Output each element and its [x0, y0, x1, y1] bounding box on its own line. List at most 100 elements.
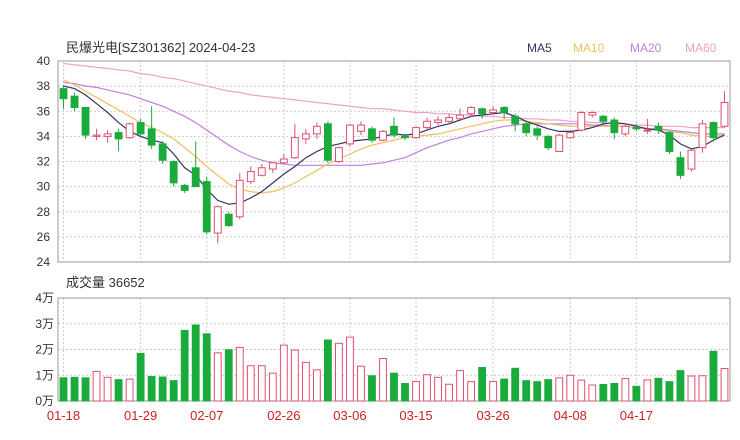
- candle: [147, 106, 156, 149]
- price-tick-label: 24: [37, 255, 51, 269]
- candle: [412, 126, 420, 139]
- volume-bar: [566, 374, 575, 402]
- candle-body: [434, 119, 442, 124]
- candle-body: [533, 128, 542, 136]
- volume-bar: [698, 375, 707, 402]
- price-tick-label: 32: [37, 155, 51, 169]
- candle-body: [511, 115, 520, 125]
- volume-bar: [621, 378, 630, 402]
- candle: [114, 128, 123, 152]
- volume-bar: [687, 375, 696, 402]
- candle: [500, 106, 509, 119]
- volume-bar: [599, 384, 608, 402]
- candle: [224, 211, 233, 227]
- candle-body: [709, 122, 718, 139]
- date-tick-label: 03-06: [333, 408, 366, 423]
- price-grid: [57, 60, 731, 263]
- candle-body: [643, 129, 652, 132]
- candle: [125, 122, 134, 139]
- candle: [357, 121, 365, 136]
- volume-bar: [401, 382, 409, 402]
- candle: [555, 133, 564, 152]
- volume-tick-label: 1万: [35, 368, 54, 382]
- candle-body: [70, 95, 79, 108]
- volume-bar: [191, 324, 200, 402]
- volume-bar: [357, 365, 365, 402]
- candle: [335, 146, 343, 163]
- candle-body: [379, 130, 387, 141]
- candle-body: [268, 162, 277, 170]
- candle: [158, 141, 167, 165]
- candle-body: [169, 161, 178, 184]
- candle-body: [257, 167, 266, 176]
- candle: [588, 111, 597, 118]
- candle-body: [92, 134, 101, 137]
- candle-body: [390, 125, 398, 136]
- candle: [621, 123, 630, 137]
- candle: [698, 120, 707, 153]
- candle-body: [676, 157, 685, 176]
- candle-body: [632, 127, 641, 130]
- volume-bar: [81, 377, 90, 402]
- candle-body: [522, 123, 531, 134]
- volume-bar: [379, 358, 387, 402]
- legend-ma20: MA20: [630, 41, 662, 55]
- volume-bar: [301, 361, 310, 402]
- volume-bar: [290, 349, 299, 402]
- candle-body: [566, 132, 575, 139]
- volume-bar: [136, 352, 145, 402]
- candle: [610, 117, 619, 139]
- candle-body: [59, 88, 68, 100]
- date-tick-label: 01-18: [47, 408, 80, 423]
- price-tick-label: 26: [37, 230, 51, 244]
- candle: [180, 184, 189, 193]
- volume-bar: [125, 378, 134, 402]
- volume-bar-series: [59, 324, 729, 402]
- volume-bar: [312, 369, 321, 402]
- candle: [566, 131, 575, 139]
- candle-body: [301, 133, 310, 140]
- candle: [136, 118, 145, 137]
- candle: [390, 117, 398, 138]
- volume-bar: [202, 333, 211, 402]
- candle-body: [599, 115, 608, 122]
- candle-body: [279, 158, 288, 164]
- candle-body: [478, 108, 487, 115]
- volume-bar: [423, 374, 431, 402]
- candle: [577, 111, 586, 132]
- volume-y-axis: 0万 1万 2万 3万 4万: [35, 291, 54, 408]
- candle: [103, 130, 112, 143]
- price-tick-label: 40: [37, 54, 51, 68]
- candle: [533, 126, 542, 141]
- candle-body: [456, 114, 465, 120]
- candle-body: [555, 134, 564, 152]
- volume-bar: [257, 365, 266, 402]
- candle: [423, 117, 431, 131]
- candle-body: [445, 117, 453, 122]
- candle: [709, 121, 718, 142]
- volume-tick-label: 3万: [35, 317, 54, 331]
- volume-bar: [213, 352, 222, 402]
- volume-bar: [676, 370, 685, 402]
- volume-bar: [323, 339, 332, 402]
- volume-bar: [445, 383, 453, 402]
- volume-bar: [268, 372, 277, 402]
- volume-bar: [588, 384, 597, 402]
- candle-body: [544, 135, 553, 149]
- price-tick-label: 30: [37, 180, 51, 194]
- candle: [379, 130, 387, 142]
- price-tick-label: 34: [37, 129, 51, 143]
- candle-body: [235, 179, 244, 218]
- candle: [279, 153, 288, 165]
- candle-body: [401, 135, 409, 139]
- price-tick-label: 28: [37, 205, 51, 219]
- candle-body: [687, 149, 696, 170]
- volume-bar: [59, 377, 68, 402]
- candle-body: [500, 106, 509, 114]
- candle-body: [346, 124, 354, 145]
- legend-ma60: MA60: [685, 41, 717, 55]
- volume-bar: [279, 344, 288, 402]
- volume-bar: [335, 342, 343, 402]
- volume-bar: [412, 380, 420, 402]
- candle-body: [191, 167, 200, 188]
